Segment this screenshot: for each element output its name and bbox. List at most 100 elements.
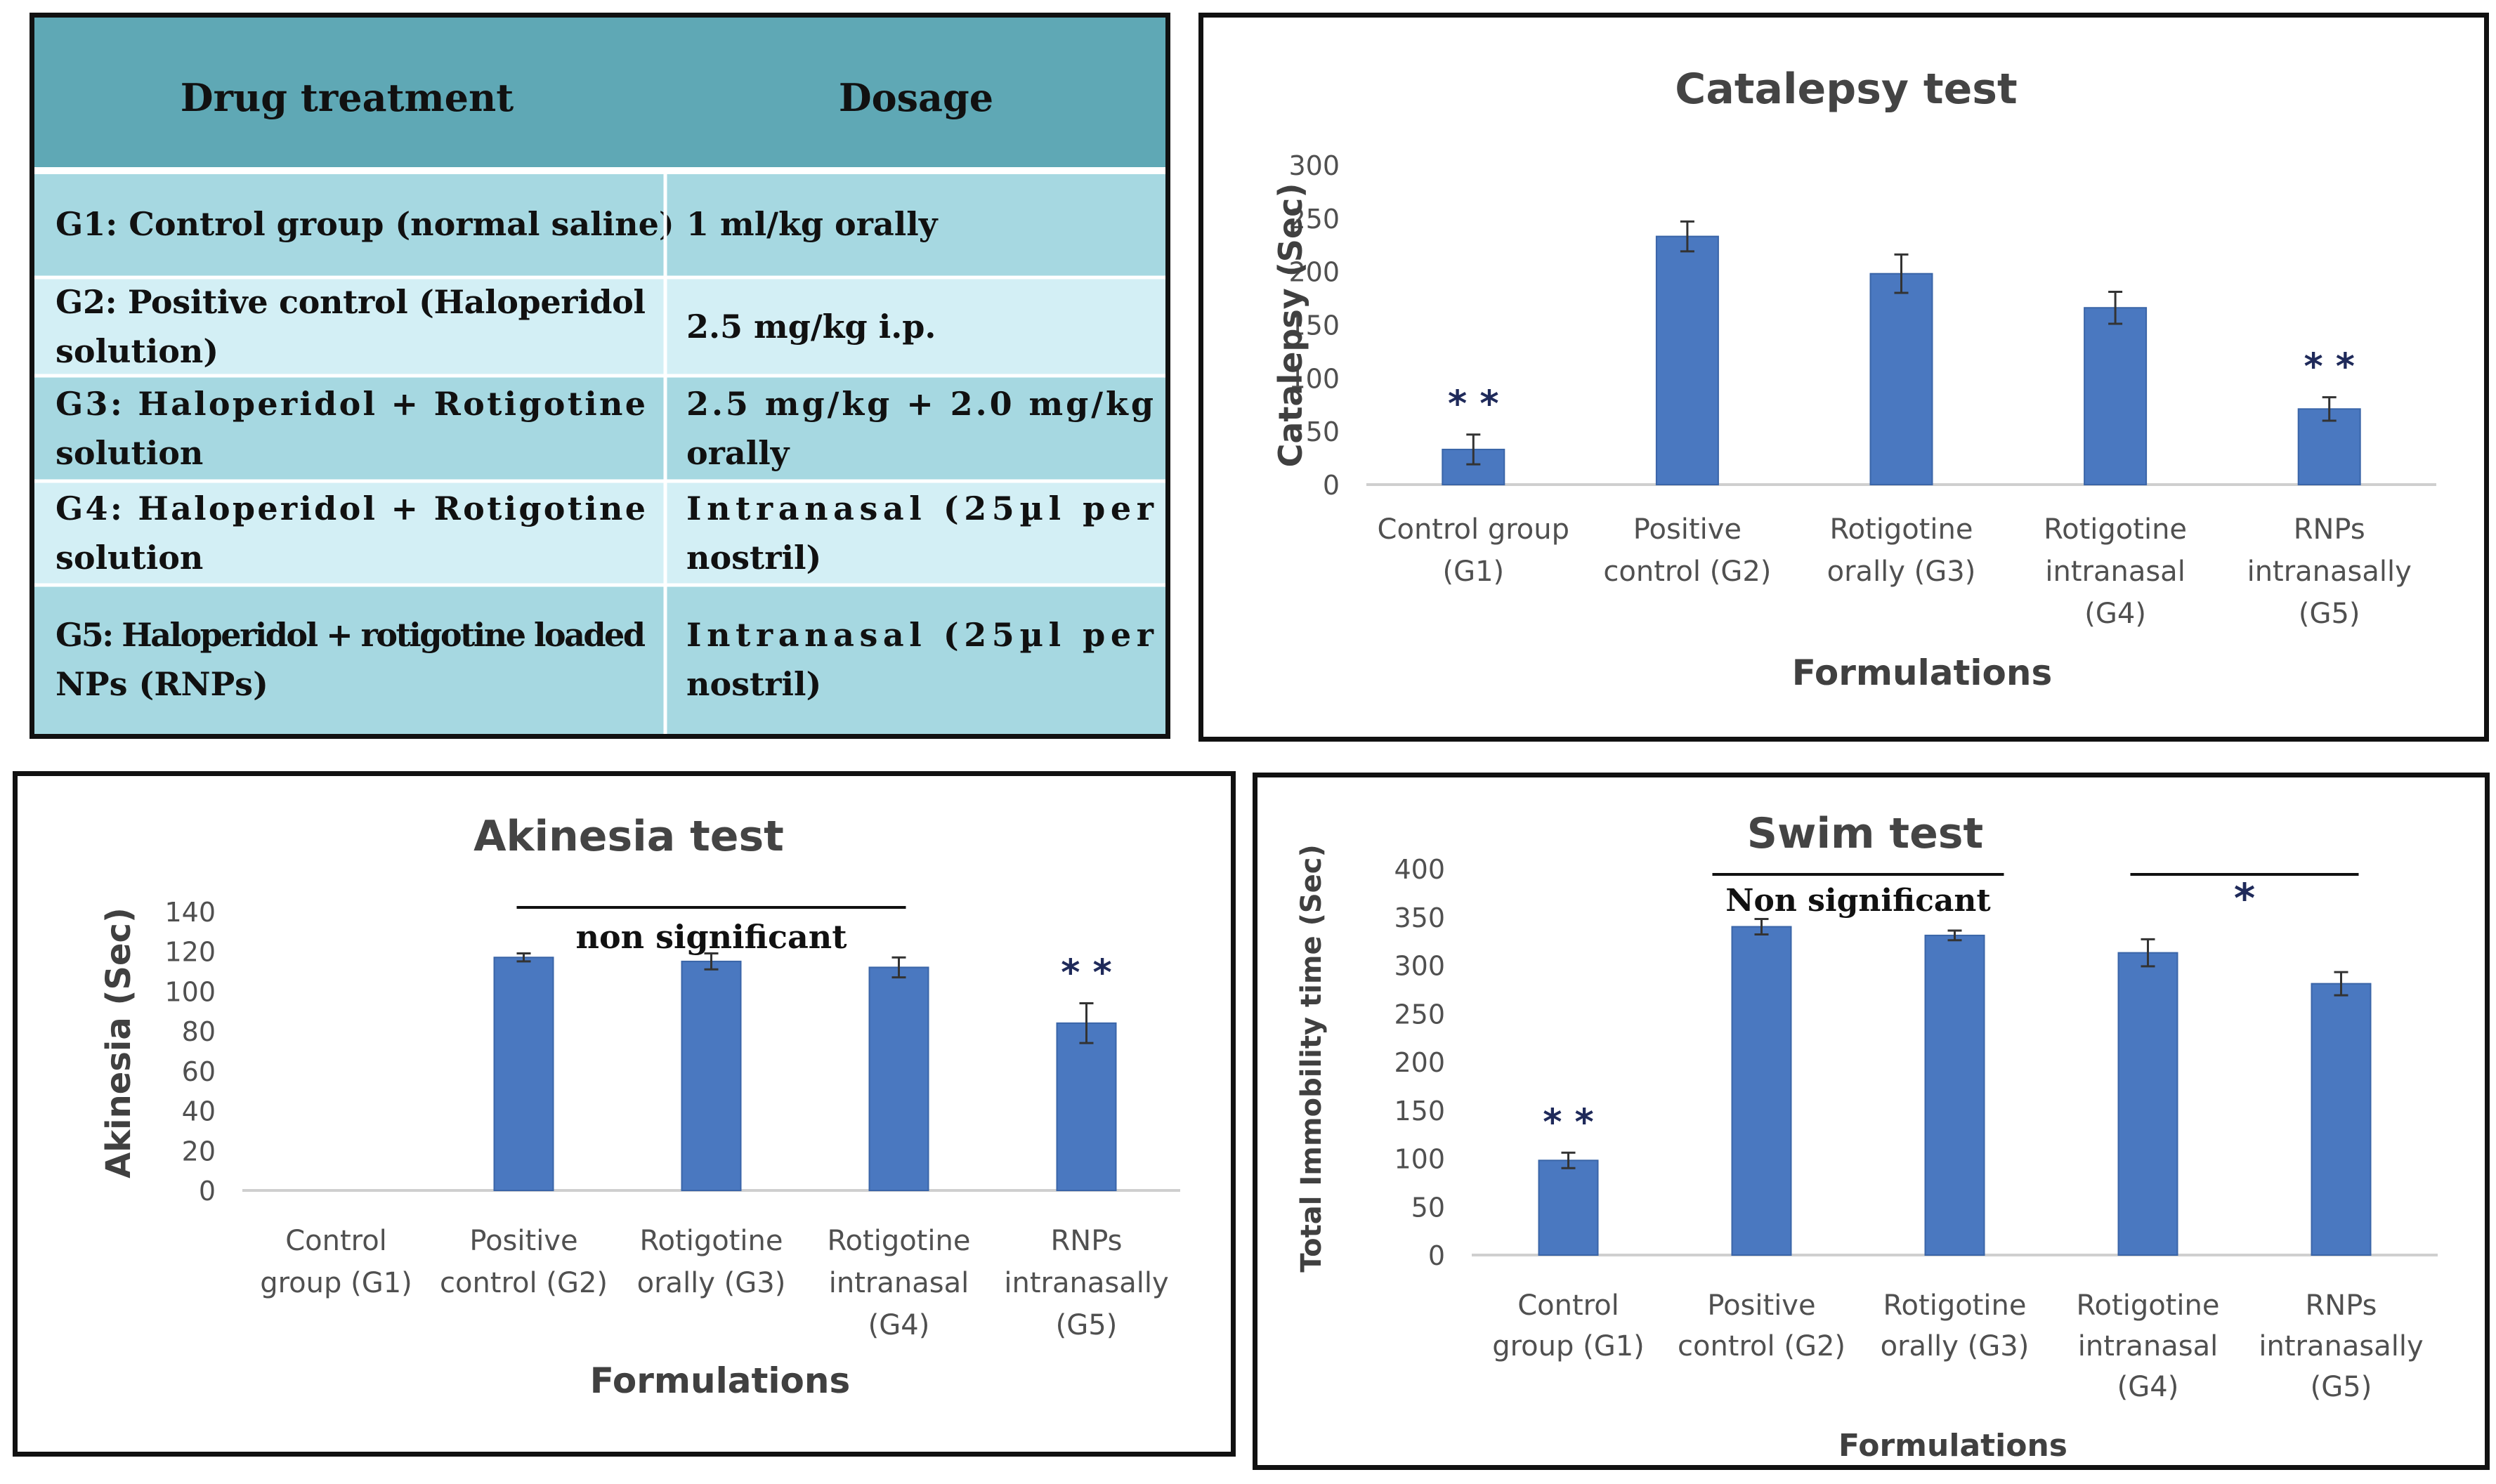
table-header-dosage: Dosage <box>839 75 993 120</box>
x-category-label: (G5) <box>2311 1371 2372 1403</box>
treatment-table: Drug treatment Dosage G1: Control group (n… <box>34 18 1165 734</box>
y-tick-label: 140 <box>164 897 216 928</box>
y-tick-label: 40 <box>182 1096 216 1127</box>
y-tick-label: 300 <box>1288 150 1340 181</box>
y-tick-label: 100 <box>1394 1144 1445 1175</box>
x-category-label: control (G2) <box>1603 556 1771 588</box>
table-cell-dosage: Intranasal (25µl per <box>686 616 1154 654</box>
akinesia-chart-panel: Akinesia test 0 20 40 60 80 100 120 140 Akinesia … <box>13 771 1236 1457</box>
bar <box>1731 926 1792 1256</box>
swim-chart-panel: Swim test 0 50 100 150 200 250 300 350 400 Total I… <box>1253 773 2490 1470</box>
table-cell-dosage: nostril) <box>686 539 821 577</box>
significance-stars: * * <box>1543 1101 1594 1143</box>
x-category-label: intranasal <box>829 1267 969 1299</box>
swim-chart: Swim test 0 50 100 150 200 250 300 350 400 Total I… <box>1295 809 2438 1464</box>
x-axis-label: Formulations <box>590 1360 850 1401</box>
y-tick-label: 250 <box>1394 999 1445 1030</box>
chart-title: Akinesia test <box>473 812 784 861</box>
y-tick-label: 350 <box>1394 902 1445 933</box>
x-category-label: Rotigotine <box>2077 1289 2220 1322</box>
x-category-label: Positive <box>1707 1289 1815 1322</box>
significance-label: Non significant <box>1725 883 1991 919</box>
x-category-label: group (G1) <box>1492 1330 1645 1362</box>
table-cell-dosage: 2.5 mg/kg + 2.0 mg/kg <box>686 385 1154 423</box>
table-cell-treatment: G2: Positive control (Haloperidol <box>55 283 646 321</box>
y-tick-label: 100 <box>1288 363 1340 394</box>
bar <box>868 966 929 1191</box>
x-category-label: Rotigotine <box>640 1225 783 1257</box>
significance-stars: * * <box>1061 952 1112 994</box>
x-category-label: (G5) <box>1056 1309 1118 1341</box>
catalepsy-chart: Catalepsy test 0 50 100 150 200 250 300Cataleps… <box>1272 65 2436 693</box>
x-category-label: orally (G3) <box>637 1267 786 1299</box>
table-header-treatment: Drug treatment <box>181 75 514 120</box>
x-category-label: Rotigotine <box>2044 513 2187 546</box>
y-tick-label: 400 <box>1394 854 1445 885</box>
x-category-label: (G1) <box>1442 556 1504 588</box>
table-row-bg <box>34 376 1165 481</box>
x-category-label: orally (G3) <box>1881 1330 2030 1362</box>
significance-stars: * * <box>1448 383 1499 426</box>
table-row-bg <box>34 171 1165 277</box>
table-cell-treatment: G1: Control group (normal saline) <box>55 205 674 243</box>
table-row-bg <box>34 585 1165 734</box>
chart-title: Catalepsy test <box>1675 65 2017 114</box>
x-category-label: Control <box>285 1225 387 1257</box>
x-category-label: Control group <box>1378 513 1569 546</box>
x-category-label: (G4) <box>2084 598 2146 630</box>
table-cell-dosage: Intranasal (25µl per <box>686 490 1154 527</box>
y-tick-label: 60 <box>182 1056 216 1087</box>
table-header-bg <box>34 18 1165 171</box>
table-cell-treatment: G4: Haloperidol + Rotigotine <box>55 490 646 527</box>
table-cell-dosage: 2.5 mg/kg i.p. <box>686 308 936 346</box>
table-cell-dosage: orally <box>686 434 790 472</box>
x-category-label: Control <box>1517 1289 1619 1322</box>
y-tick-label: 0 <box>1428 1240 1445 1271</box>
table-cell-treatment: solution) <box>55 332 218 370</box>
x-category-label: control (G2) <box>440 1267 608 1299</box>
bar <box>493 957 554 1191</box>
x-category-label: orally (G3) <box>1827 556 1976 588</box>
y-tick-label: 150 <box>1394 1096 1445 1127</box>
x-category-label: (G4) <box>2117 1371 2179 1403</box>
y-tick-label: 250 <box>1288 204 1340 235</box>
x-category-label: RNPs <box>2306 1289 2377 1322</box>
x-category-label: (G4) <box>868 1309 930 1341</box>
catalepsy-chart-panel: Catalepsy test 0 50 100 150 200 250 300 Cataleps… <box>1198 13 2489 742</box>
chart-title: Swim test <box>1747 809 1983 858</box>
x-axis-label: Formulations <box>1792 652 2052 693</box>
y-tick-label: 150 <box>1288 310 1340 341</box>
table-cell-treatment: solution <box>55 434 203 472</box>
table-cell-treatment: G5: Haloperidol + rotigotine loaded <box>55 616 646 654</box>
x-category-label: intranasally <box>2259 1330 2423 1362</box>
bar <box>2117 952 2178 1256</box>
bar <box>1056 1022 1117 1191</box>
akinesia-chart: Akinesia test 0 20 40 60 80 100 120 140 Akinesia … <box>99 812 1180 1401</box>
y-tick-label: 120 <box>164 937 216 968</box>
x-category-label: intranasally <box>2247 556 2412 588</box>
x-category-label: control (G2) <box>1678 1330 1845 1362</box>
bar <box>1655 235 1719 485</box>
significance-stars: * * <box>2304 346 2355 388</box>
table-row-bg <box>34 277 1165 376</box>
x-category-label: group (G1) <box>260 1267 412 1299</box>
bar <box>2311 983 2372 1256</box>
y-tick-label: 80 <box>182 1016 216 1047</box>
table-cell-dosage: 1 ml/kg orally <box>686 205 939 243</box>
y-tick-label: 50 <box>1306 416 1340 447</box>
x-category-label: Rotigotine <box>1830 513 1973 546</box>
x-category-label: Positive <box>1633 513 1742 546</box>
y-tick-label: 50 <box>1411 1192 1445 1223</box>
x-category-label: intranasally <box>1004 1267 1168 1299</box>
table-cell-treatment: G3: Haloperidol + Rotigotine <box>55 385 646 423</box>
x-category-label: (G5) <box>2299 598 2360 630</box>
y-tick-label: 20 <box>182 1136 216 1167</box>
y-tick-label: 0 <box>1323 470 1340 501</box>
treatment-table-panel: Drug treatment Dosage G1: Control group (n… <box>30 13 1170 739</box>
bar <box>1538 1160 1599 1256</box>
y-tick-label: 200 <box>1288 257 1340 288</box>
bar <box>1869 272 1933 485</box>
x-category-label: intranasal <box>2078 1330 2218 1362</box>
y-axis-label: Akinesia (Sec) <box>99 907 138 1178</box>
table-cell-treatment: solution <box>55 539 203 577</box>
